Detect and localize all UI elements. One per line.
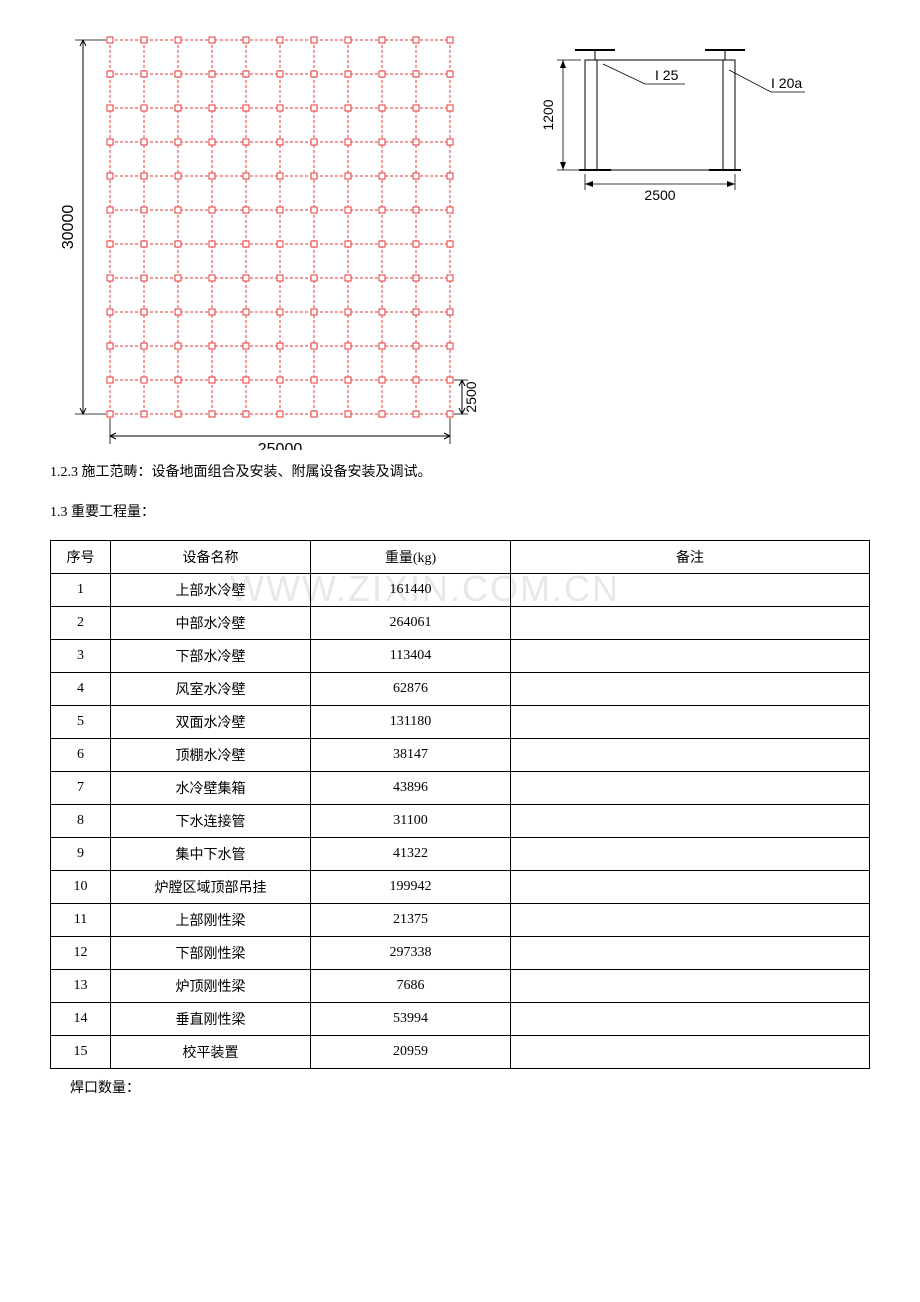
cell-note [511,1036,870,1069]
paragraph-1-3: 1.3 重要工程量： [50,500,870,525]
cell-weight: 62876 [311,673,511,706]
svg-text:2500: 2500 [463,381,479,412]
table-row: 6顶棚水冷壁38147 [51,739,870,772]
cell-weight: 161440 [311,574,511,607]
cell-name: 顶棚水冷壁 [111,739,311,772]
cell-weight: 264061 [311,607,511,640]
header-note: 备注 [511,541,870,574]
svg-text:I 25: I 25 [655,67,679,83]
table-header-row: 序号 设备名称 重量(kg) 备注 [51,541,870,574]
table-row: 7水冷壁集箱43896 [51,772,870,805]
cell-weight: 113404 [311,640,511,673]
cell-name: 上部刚性梁 [111,904,311,937]
cell-name: 下部刚性梁 [111,937,311,970]
cell-note [511,739,870,772]
paragraph-1-2-3: 1.2.3 施工范畴：设备地面组合及安装、附属设备安装及调试。 [50,460,870,485]
table-row: 8下水连接管31100 [51,805,870,838]
cell-seq: 2 [51,607,111,640]
cell-weight: 199942 [311,871,511,904]
cell-seq: 10 [51,871,111,904]
table-row: 15校平装置20959 [51,1036,870,1069]
cell-seq: 11 [51,904,111,937]
cell-name: 下部水冷壁 [111,640,311,673]
cell-name: 上部水冷壁 [111,574,311,607]
svg-text:I 20a: I 20a [771,75,802,91]
cell-seq: 3 [51,640,111,673]
cell-weight: 41322 [311,838,511,871]
table-row: 1上部水冷壁161440 [51,574,870,607]
cell-note [511,970,870,1003]
cell-note [511,607,870,640]
svg-text:30000: 30000 [60,205,77,250]
cell-seq: 8 [51,805,111,838]
cell-weight: 38147 [311,739,511,772]
cell-name: 风室水冷壁 [111,673,311,706]
table-row: 10炉膛区域顶部吊挂199942 [51,871,870,904]
cell-name: 炉膛区域顶部吊挂 [111,871,311,904]
cell-seq: 7 [51,772,111,805]
table-wrapper: WWW.ZIXIN.COM.CN 序号 设备名称 重量(kg) 备注 1上部水冷… [50,540,870,1069]
cell-seq: 12 [51,937,111,970]
cell-note [511,838,870,871]
cell-name: 双面水冷壁 [111,706,311,739]
cell-note [511,1003,870,1036]
table-row: 12下部刚性梁297338 [51,937,870,970]
table-row: 13炉顶刚性梁7686 [51,970,870,1003]
table-row: 11上部刚性梁21375 [51,904,870,937]
table-body: 1上部水冷壁1614402中部水冷壁2640613下部水冷壁1134044风室水… [51,574,870,1069]
cell-seq: 15 [51,1036,111,1069]
diagrams-row: 30000250002500 I 25I 20a12002500 [50,30,870,440]
cell-name: 垂直刚性梁 [111,1003,311,1036]
cell-weight: 7686 [311,970,511,1003]
cell-note [511,871,870,904]
cell-seq: 1 [51,574,111,607]
cell-note [511,706,870,739]
quantities-table: 序号 设备名称 重量(kg) 备注 1上部水冷壁1614402中部水冷壁2640… [50,540,870,1069]
cell-note [511,772,870,805]
cell-name: 水冷壁集箱 [111,772,311,805]
cell-weight: 31100 [311,805,511,838]
table-row: 2中部水冷壁264061 [51,607,870,640]
cross-section-svg: I 25 I 20a 1200 2500 [530,40,810,220]
svg-text:1200: 1200 [540,99,556,130]
cross-section-diagram: I 25 I 20a 1200 2500 [530,40,810,220]
svg-text:2500: 2500 [644,187,675,203]
cell-weight: 43896 [311,772,511,805]
cell-name: 集中下水管 [111,838,311,871]
cell-weight: 53994 [311,1003,511,1036]
table-row: 4风室水冷壁62876 [51,673,870,706]
svg-text:25000: 25000 [258,441,303,450]
cell-seq: 9 [51,838,111,871]
footer-weld-count: 焊口数量： [50,1077,870,1097]
cell-weight: 21375 [311,904,511,937]
cell-note [511,904,870,937]
cell-seq: 5 [51,706,111,739]
cell-name: 中部水冷壁 [111,607,311,640]
table-row: 9集中下水管41322 [51,838,870,871]
cell-name: 下水连接管 [111,805,311,838]
cell-seq: 13 [51,970,111,1003]
cell-name: 校平装置 [111,1036,311,1069]
table-row: 14垂直刚性梁53994 [51,1003,870,1036]
header-name: 设备名称 [111,541,311,574]
cell-note [511,574,870,607]
cell-note [511,805,870,838]
cell-note [511,673,870,706]
cell-note [511,937,870,970]
cell-weight: 297338 [311,937,511,970]
cell-seq: 4 [51,673,111,706]
cell-seq: 6 [51,739,111,772]
cell-seq: 14 [51,1003,111,1036]
grid-plan-diagram: 30000250002500 [50,30,500,440]
table-row: 5双面水冷壁131180 [51,706,870,739]
cell-note [511,640,870,673]
grid-svg: 30000 25000 2500 [50,30,500,450]
cell-weight: 20959 [311,1036,511,1069]
cell-weight: 131180 [311,706,511,739]
cell-name: 炉顶刚性梁 [111,970,311,1003]
header-seq: 序号 [51,541,111,574]
header-weight: 重量(kg) [311,541,511,574]
table-row: 3下部水冷壁113404 [51,640,870,673]
